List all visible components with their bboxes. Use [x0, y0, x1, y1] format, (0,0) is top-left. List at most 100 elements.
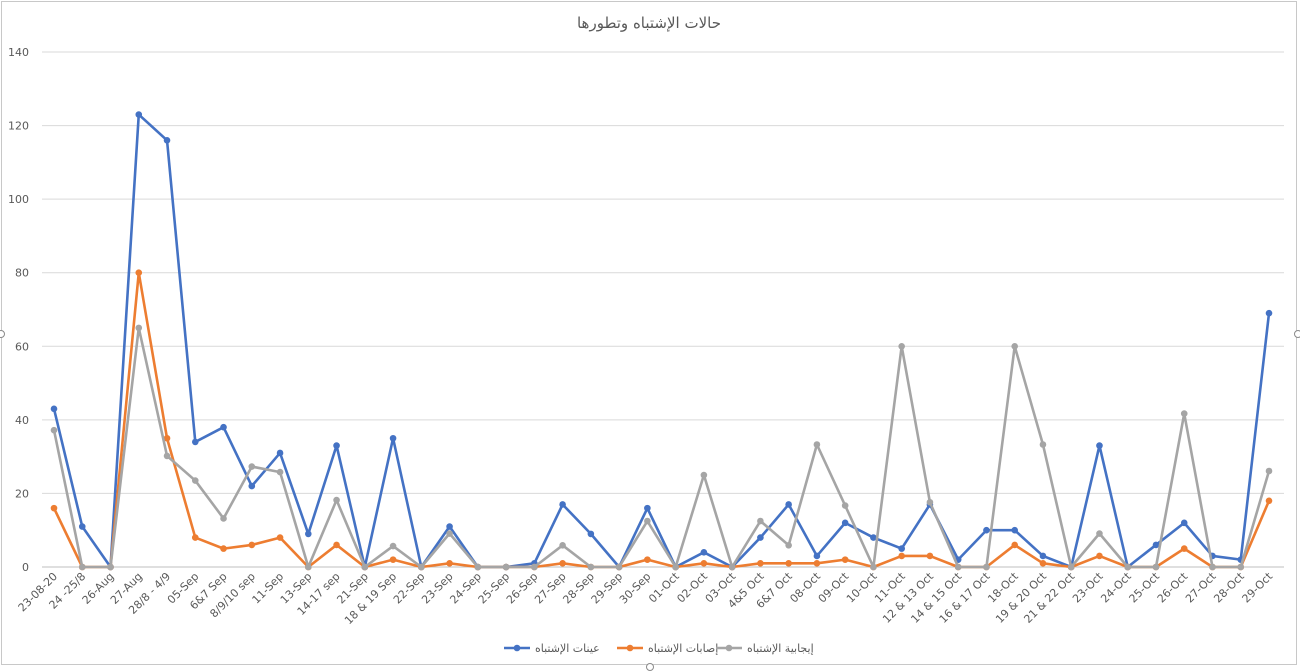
data-point	[898, 342, 905, 350]
data-point	[1265, 309, 1273, 317]
resize-handle-right[interactable]	[1294, 330, 1300, 338]
data-point	[728, 563, 736, 571]
y-tick-label: 100	[8, 193, 29, 206]
data-point	[559, 501, 566, 508]
data-point	[898, 552, 905, 560]
data-point	[757, 517, 764, 525]
data-point	[1011, 342, 1018, 350]
data-point	[50, 504, 58, 512]
data-point	[361, 563, 369, 571]
data-point	[220, 423, 227, 431]
data-point	[1265, 467, 1273, 475]
resize-handle-left[interactable]	[0, 330, 5, 338]
data-point	[587, 530, 595, 538]
data-point	[163, 136, 171, 144]
data-point	[163, 452, 171, 460]
resize-handle-bottom[interactable]	[646, 663, 654, 671]
data-point	[531, 563, 538, 571]
data-point	[191, 477, 199, 484]
data-point	[1039, 560, 1047, 567]
data-point	[333, 496, 340, 504]
data-point	[1152, 563, 1160, 571]
data-point	[559, 541, 566, 549]
series-line-1	[52, 113, 1271, 569]
data-point	[446, 530, 453, 537]
y-tick-label: 120	[8, 120, 29, 133]
x-tick-label: 28-Oct	[1211, 569, 1247, 605]
data-point	[446, 560, 453, 567]
data-point	[135, 111, 143, 118]
data-point	[672, 563, 679, 571]
data-point	[587, 563, 595, 571]
y-tick-label: 40	[15, 414, 29, 427]
data-point	[1011, 526, 1018, 534]
data-point	[1124, 563, 1132, 571]
data-point	[135, 324, 143, 332]
data-point	[220, 515, 227, 522]
data-point	[870, 534, 877, 541]
data-point	[1180, 519, 1188, 527]
data-point	[700, 548, 708, 556]
data-point	[983, 563, 990, 571]
data-point	[276, 534, 284, 541]
legend-label-3: إيجابية الإشتباه	[747, 642, 814, 655]
x-tick-label: 10-Oct	[844, 569, 880, 605]
data-point	[248, 463, 256, 470]
data-point	[1180, 545, 1188, 552]
x-tick-label: 29-Oct	[1240, 569, 1276, 605]
legend-marker-3	[725, 644, 733, 652]
data-point	[248, 541, 256, 549]
data-point	[446, 523, 453, 530]
data-point	[135, 269, 143, 277]
data-point	[898, 545, 905, 552]
data-point	[50, 426, 58, 434]
data-point	[1209, 563, 1216, 571]
data-point	[983, 526, 990, 534]
data-point	[1152, 541, 1160, 549]
data-point	[926, 498, 934, 506]
data-point	[333, 541, 340, 549]
x-tick-label: 30-Sep	[617, 570, 654, 607]
data-point	[757, 534, 764, 541]
data-point	[785, 560, 792, 567]
y-tick-label: 0	[22, 561, 29, 574]
y-tick-label: 140	[8, 46, 29, 59]
data-point	[1067, 563, 1075, 571]
data-point	[107, 563, 114, 571]
data-point	[389, 434, 397, 442]
legend-marker-1	[513, 644, 521, 652]
data-point	[841, 519, 849, 527]
series-line-3	[52, 326, 1271, 569]
legend-label-1: عينات الإشتباه	[535, 642, 600, 655]
y-tick-label: 80	[15, 267, 29, 280]
data-point	[926, 552, 934, 560]
data-point	[785, 501, 792, 508]
data-point	[1096, 530, 1103, 537]
data-point	[389, 542, 397, 550]
legend-label-2: إصابات الإشتباه	[648, 642, 718, 655]
data-point	[474, 563, 482, 571]
data-point	[644, 517, 651, 525]
data-point	[1096, 552, 1103, 560]
data-point	[248, 482, 256, 490]
data-point	[333, 442, 340, 449]
data-point	[841, 556, 849, 563]
data-point	[191, 438, 199, 446]
y-tick-label: 20	[15, 487, 29, 500]
data-point	[757, 560, 764, 567]
data-point	[954, 563, 962, 571]
data-point	[1039, 552, 1047, 560]
data-point	[1180, 410, 1188, 417]
data-point	[78, 523, 86, 530]
data-point	[813, 552, 821, 560]
data-point	[813, 441, 821, 448]
data-point	[305, 563, 312, 571]
data-point	[644, 556, 651, 563]
data-point	[502, 563, 510, 571]
data-point	[615, 563, 623, 571]
data-point	[276, 468, 284, 476]
data-point	[813, 560, 821, 567]
data-point	[841, 502, 849, 509]
